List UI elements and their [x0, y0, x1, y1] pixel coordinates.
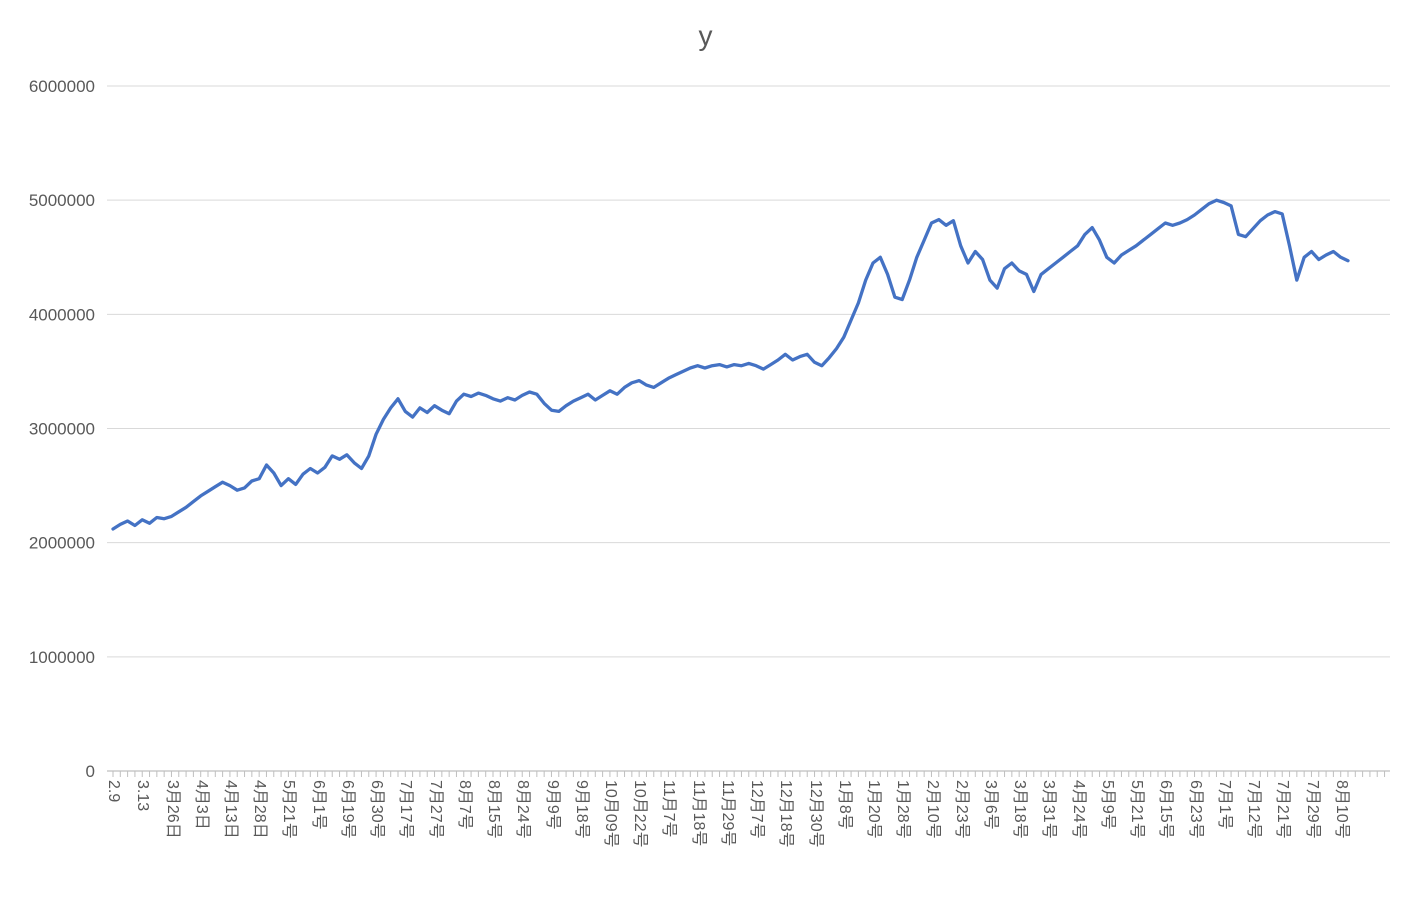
y-axis-label: 6000000: [29, 77, 95, 96]
y-axis-label: 3000000: [29, 420, 95, 439]
series-line-y: [111, 198, 1350, 531]
y-axis-label: 5000000: [29, 191, 95, 210]
y-axis-label: 0: [86, 762, 95, 781]
y-axis-label: 1000000: [29, 648, 95, 667]
y-axis-label: 2000000: [29, 534, 95, 553]
chart-title: y: [698, 20, 713, 51]
y-axis-label: 4000000: [29, 305, 95, 324]
